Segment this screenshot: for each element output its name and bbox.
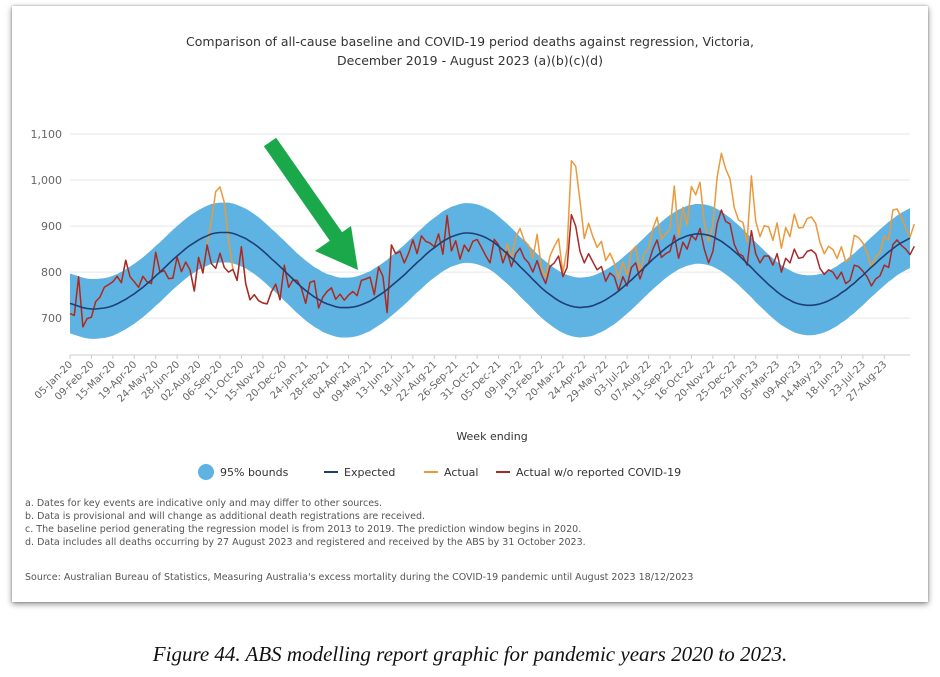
green-arrow-shaft <box>263 137 344 243</box>
footnotes: a. Dates for key events are indicative o… <box>25 497 586 549</box>
y-axis-ticks: 700 800 900 1,000 1,100 <box>31 128 63 325</box>
y-tick-1,000: 1,000 <box>31 174 63 187</box>
legend-label-expected: Expected <box>344 466 395 479</box>
legend-label-bounds: 95% bounds <box>220 466 289 479</box>
y-tick-800: 800 <box>41 266 62 279</box>
green-arrow-annotation <box>263 137 358 270</box>
legend: 95% bounds Expected Actual Actual w/o re… <box>198 464 681 480</box>
chart-title-line1: Comparison of all-cause baseline and COV… <box>186 34 754 49</box>
figure-caption: Figure 44. ABS modelling report graphic … <box>152 642 788 666</box>
plot-area <box>69 152 916 339</box>
footnote-d: d. Data includes all deaths occurring by… <box>25 537 586 548</box>
footnote-b: b. Data is provisional and will change a… <box>25 511 426 522</box>
chart-svg: Comparison of all-cause baseline and COV… <box>31 34 916 480</box>
source-note: Source: Australian Bureau of Statistics,… <box>25 572 694 583</box>
legend-label-actual: Actual <box>444 466 478 479</box>
chart-title-line2: December 2019 - August 2023 (a)(b)(c)(d) <box>337 53 603 68</box>
series-actual-wo-covid-line <box>69 209 915 328</box>
chart-card: Comparison of all-cause baseline and COV… <box>12 6 928 602</box>
series-95-bounds-band <box>70 202 910 339</box>
series-expected-line <box>69 231 911 310</box>
x-axis-ticks: 05-Jan-2009-Feb-2015-Mar-2019-Apr-2024-M… <box>33 355 889 405</box>
legend-label-actual-wo: Actual w/o reported COVID-19 <box>516 466 681 479</box>
y-tick-700: 700 <box>41 312 62 325</box>
green-arrow-head <box>315 226 358 270</box>
footnote-c: c. The baseline period generating the re… <box>25 524 582 535</box>
legend-swatch-bounds <box>198 464 214 480</box>
y-tick-1,100: 1,100 <box>31 128 63 141</box>
x-axis-label: Week ending <box>456 430 527 443</box>
y-tick-900: 900 <box>41 220 62 233</box>
footnote-a: a. Dates for key events are indicative o… <box>25 498 383 509</box>
